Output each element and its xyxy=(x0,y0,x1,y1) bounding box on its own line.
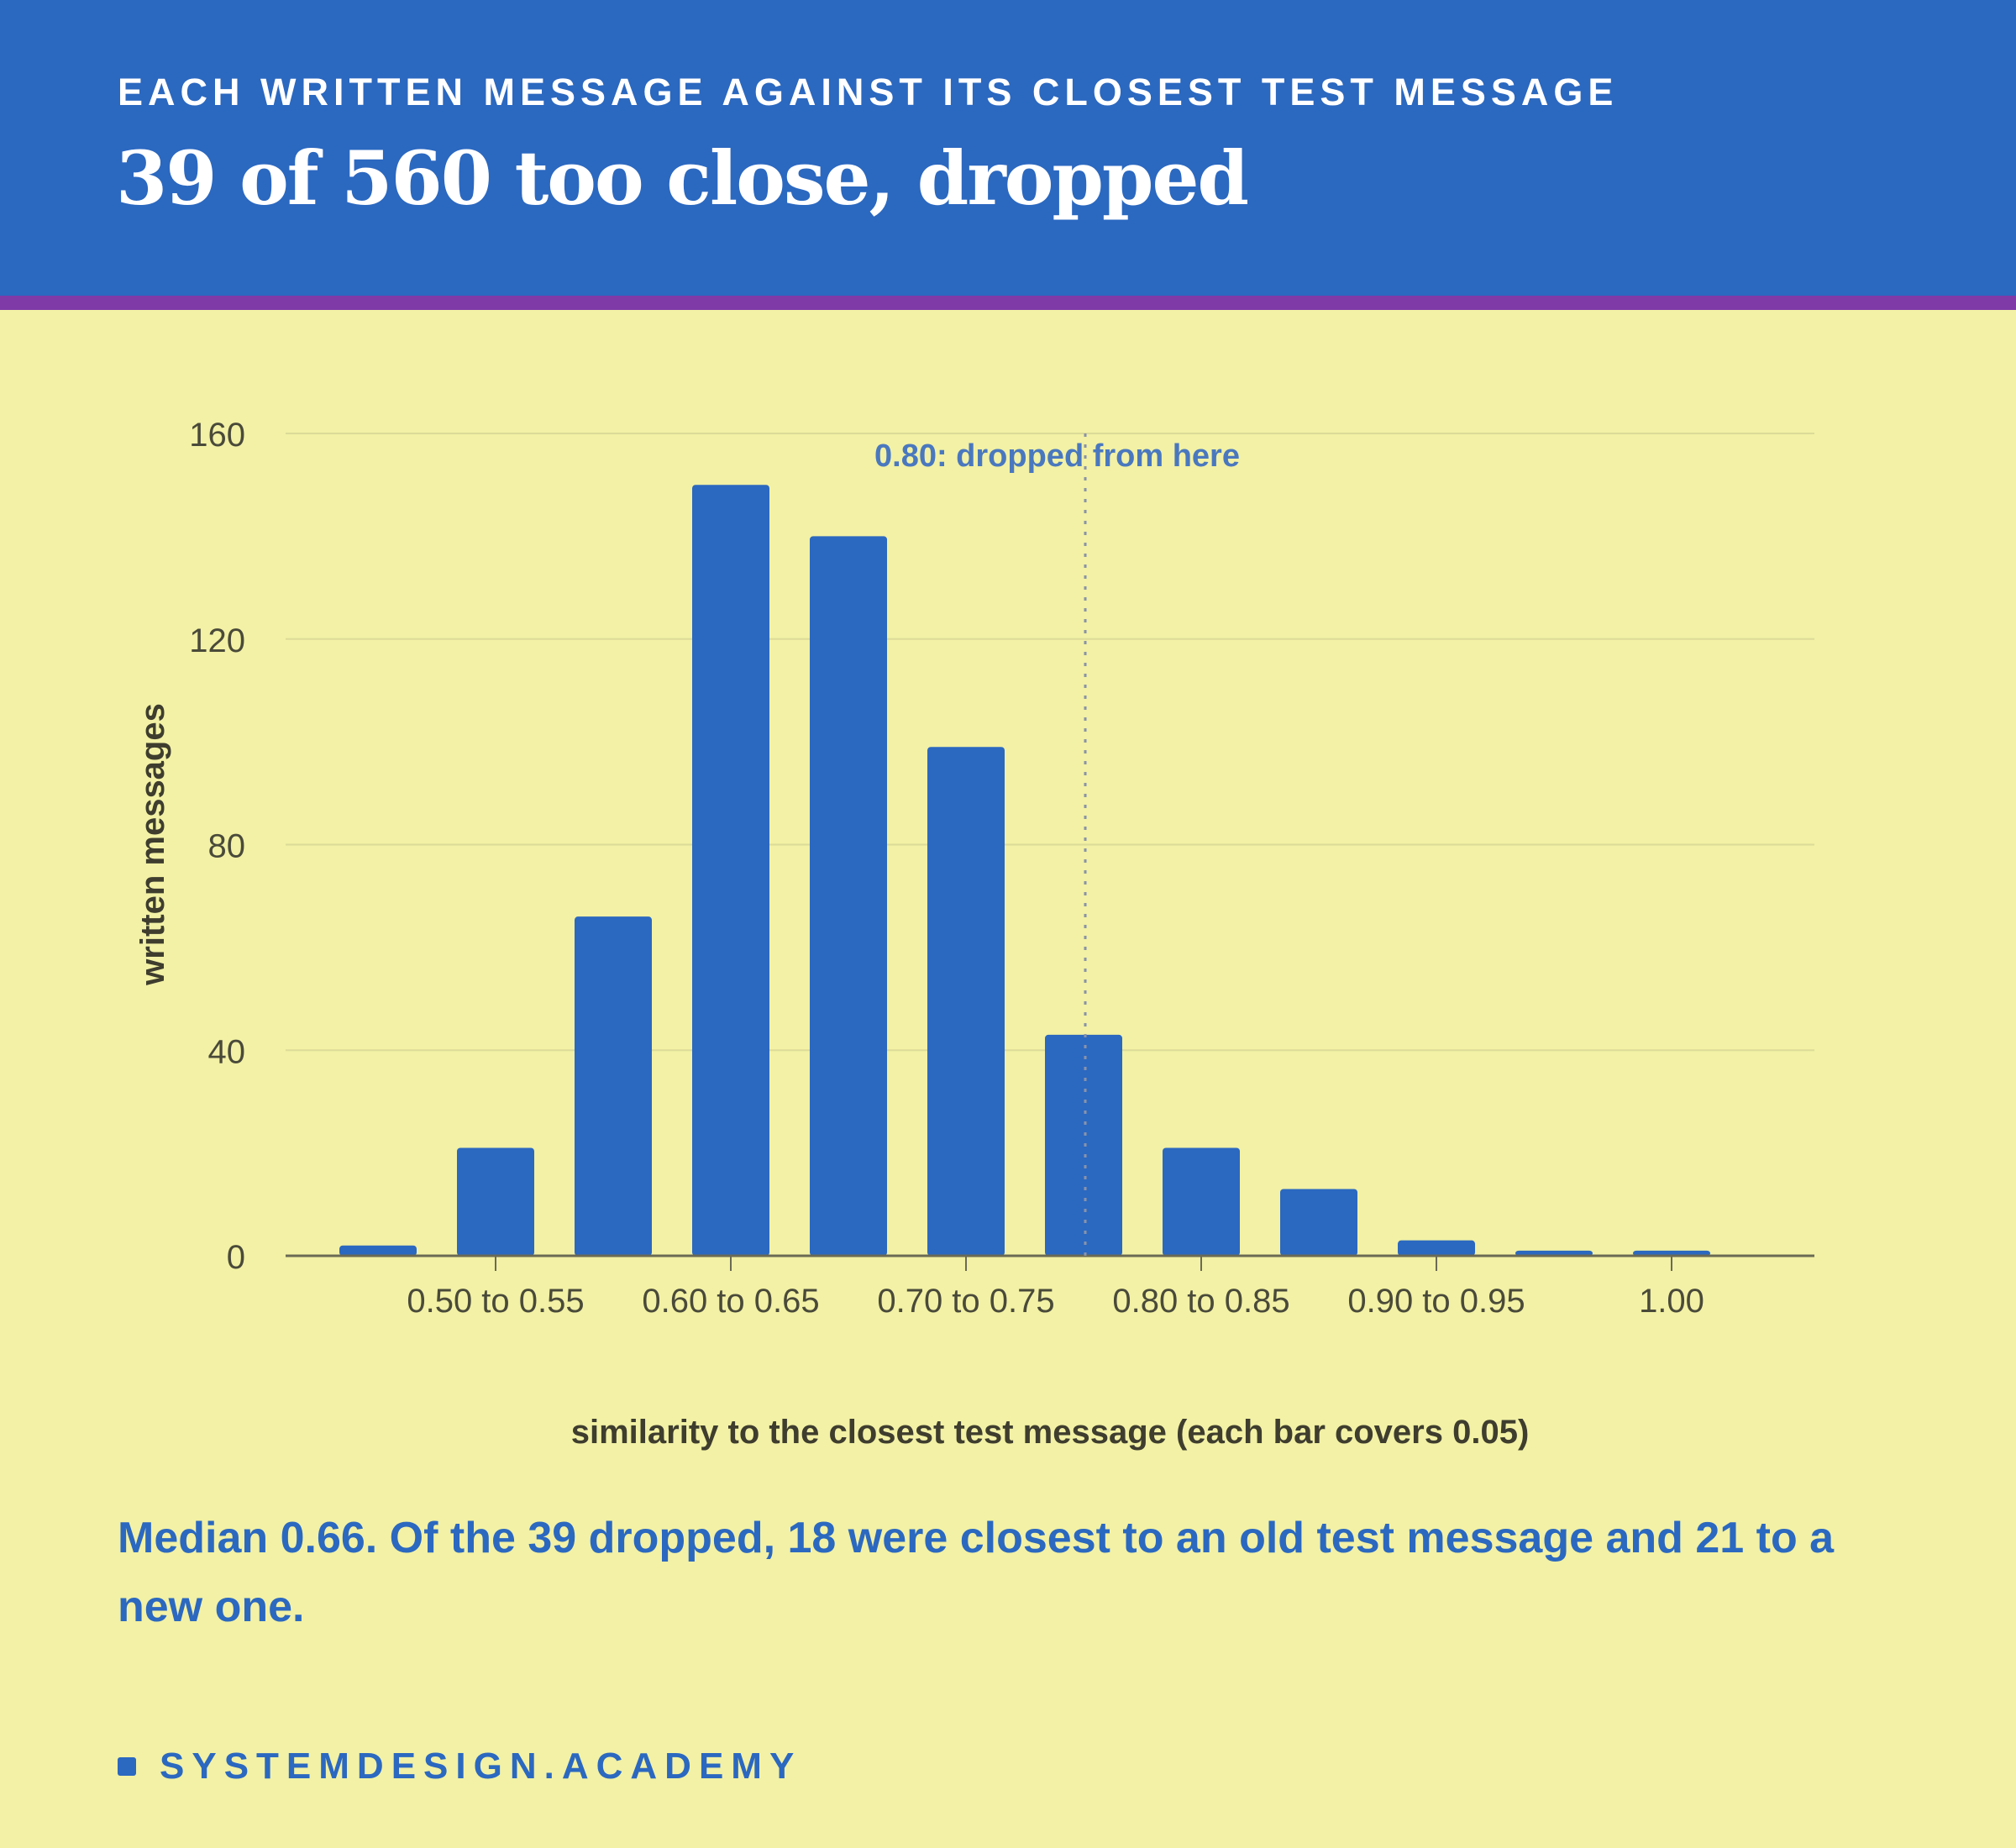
x-tick-label: 1.00 xyxy=(1639,1283,1704,1320)
bar xyxy=(339,1245,417,1256)
x-tick-label: 0.90 to 0.95 xyxy=(1347,1283,1525,1320)
bar xyxy=(575,916,652,1256)
axis-labels: 0 40 80 120 160 0.50 to 0.55 0.60 to 0.65 0.70 … xyxy=(134,417,1704,1451)
header-banner: EACH WRITTEN MESSAGE AGAINST ITS CLOSEST… xyxy=(0,0,2016,296)
accent-stripe xyxy=(0,296,2016,310)
x-tick-label: 0.50 to 0.55 xyxy=(407,1283,584,1320)
y-tick-label: 40 xyxy=(208,1033,246,1070)
bar xyxy=(927,747,1005,1256)
y-tick-label: 120 xyxy=(189,622,245,659)
threshold-label: 0.80: dropped from here xyxy=(874,438,1240,474)
histogram-chart: 0 40 80 120 160 0.50 to 0.55 0.60 to 0.65 0.70 … xyxy=(134,417,1814,1451)
bar xyxy=(1280,1189,1357,1256)
bars xyxy=(339,485,1710,1256)
x-axis-label: similarity to the closest test message (… xyxy=(571,1414,1530,1451)
caption-text: Median 0.66. Of the 39 dropped, 18 were … xyxy=(118,1514,1835,1631)
bar xyxy=(457,1147,534,1256)
bar xyxy=(810,536,887,1256)
brand-name: SYSTEMDESIGN.ACADEMY xyxy=(160,1746,802,1787)
x-tick-label: 0.60 to 0.65 xyxy=(642,1283,819,1320)
page-title: 39 of 560 too close, dropped xyxy=(116,134,1249,222)
axes xyxy=(286,433,1814,1271)
bar xyxy=(1633,1250,1710,1256)
brand-footer[interactable]: SYSTEMDESIGN.ACADEMY xyxy=(118,1746,801,1788)
y-tick-label: 160 xyxy=(189,417,245,454)
bar xyxy=(1398,1240,1475,1256)
y-tick-label: 80 xyxy=(208,828,246,865)
bar xyxy=(692,485,769,1256)
x-tick-label: 0.70 to 0.75 xyxy=(877,1283,1054,1320)
bar xyxy=(1515,1250,1593,1256)
y-axis-label: written messages xyxy=(134,703,171,986)
kicker-text: EACH WRITTEN MESSAGE AGAINST ITS CLOSEST… xyxy=(118,71,1619,113)
bar xyxy=(1163,1147,1240,1256)
y-tick-label: 0 xyxy=(227,1239,245,1276)
bar xyxy=(1045,1034,1122,1256)
gridlines xyxy=(286,433,1814,1052)
x-tick-label: 0.80 to 0.85 xyxy=(1112,1283,1289,1320)
brand-square-icon xyxy=(118,1757,136,1776)
